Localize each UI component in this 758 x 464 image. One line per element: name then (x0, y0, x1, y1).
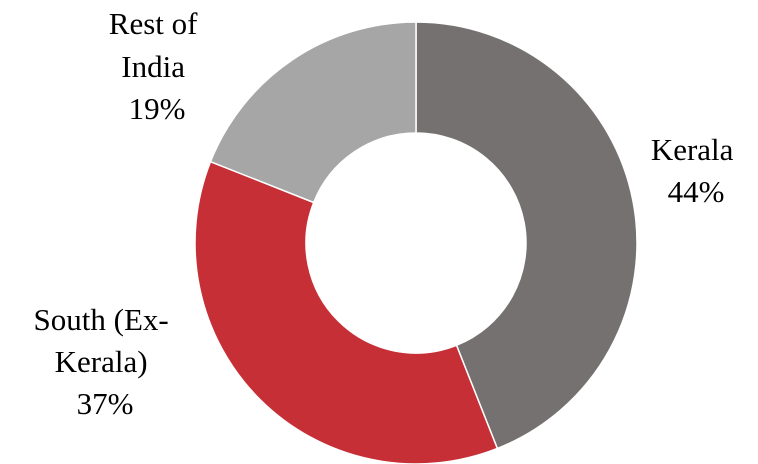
label-south-line-2: Kerala) (55, 344, 148, 379)
slice-south-ex-kerala (194, 160, 499, 464)
label-kerala-line-1: Kerala (651, 132, 734, 167)
slice-rest-of-india (209, 21, 417, 204)
label-kerala: Kerala 44% (651, 132, 741, 209)
label-south: South (Ex- Kerala) 37% (34, 302, 177, 421)
label-rest-of-india: Rest of India 19% (109, 6, 205, 126)
label-south-line-1: South (Ex- (34, 302, 169, 337)
label-rest-line-3: 19% (129, 91, 186, 126)
donut-slices (194, 21, 638, 464)
label-rest-line-2: India (121, 49, 185, 84)
slice-kerala (415, 21, 638, 450)
label-south-line-3: 37% (77, 386, 134, 421)
label-rest-line-1: Rest of (109, 6, 198, 41)
label-kerala-line-2: 44% (668, 174, 725, 209)
